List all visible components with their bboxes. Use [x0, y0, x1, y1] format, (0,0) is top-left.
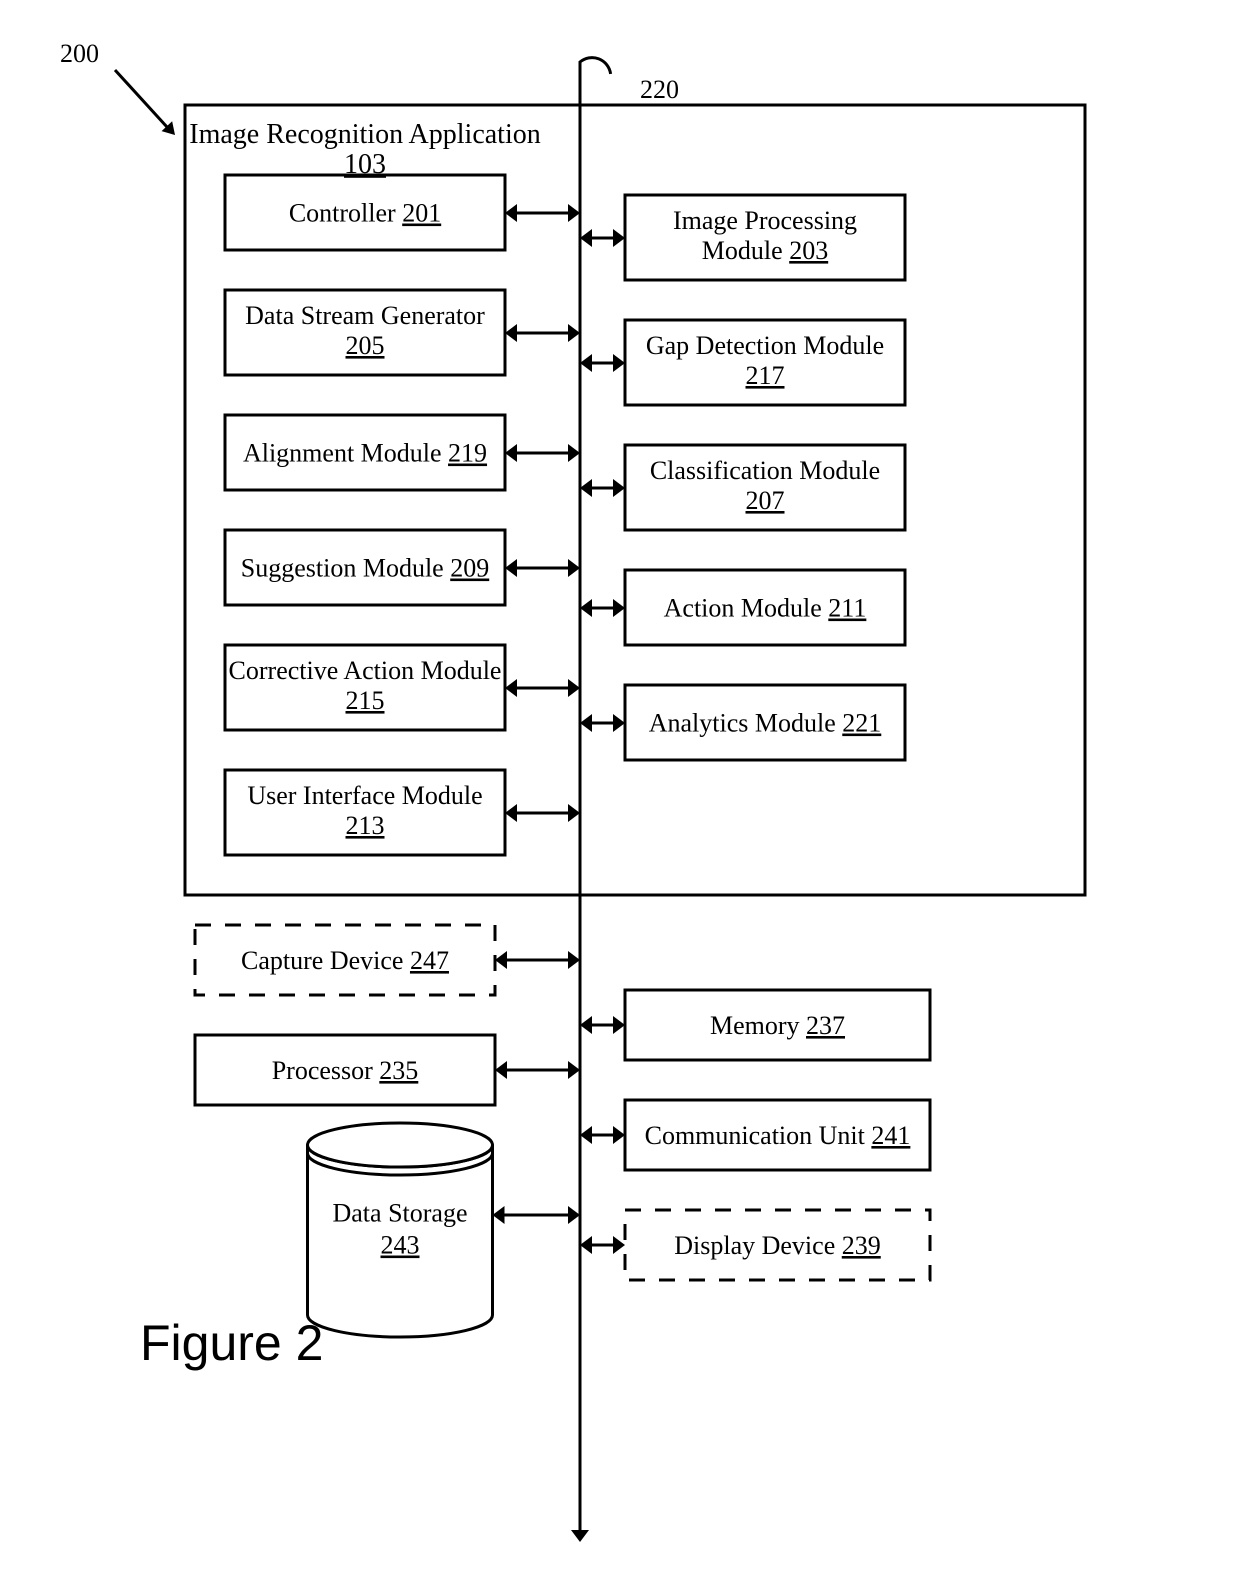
svg-text:Capture Device 247: Capture Device 247 — [241, 946, 449, 975]
svg-text:Alignment Module 219: Alignment Module 219 — [243, 439, 487, 468]
svg-text:215: 215 — [346, 686, 385, 715]
svg-text:243: 243 — [381, 1231, 420, 1260]
svg-text:205: 205 — [346, 331, 385, 360]
svg-text:220: 220 — [640, 75, 679, 104]
svg-text:Gap Detection Module: Gap Detection Module — [646, 331, 884, 360]
figure-label: Figure 2 — [140, 1315, 323, 1371]
svg-text:Corrective Action Module: Corrective Action Module — [229, 656, 502, 685]
svg-text:Analytics Module 221: Analytics Module 221 — [649, 709, 882, 738]
svg-text:Module 203: Module 203 — [702, 236, 828, 265]
svg-text:Image Processing: Image Processing — [673, 206, 857, 235]
svg-text:Processor 235: Processor 235 — [272, 1056, 419, 1085]
svg-text:207: 207 — [746, 486, 785, 515]
svg-text:Action Module 211: Action Module 211 — [664, 594, 867, 623]
svg-text:217: 217 — [746, 361, 785, 390]
svg-text:Data Storage: Data Storage — [332, 1199, 467, 1228]
svg-text:Memory 237: Memory 237 — [710, 1011, 845, 1040]
svg-text:Controller 201: Controller 201 — [289, 199, 441, 228]
svg-text:Suggestion Module 209: Suggestion Module 209 — [241, 554, 489, 583]
svg-text:200: 200 — [60, 39, 99, 68]
svg-text:Image Recognition Application: Image Recognition Application — [189, 119, 540, 150]
svg-text:213: 213 — [346, 811, 385, 840]
svg-text:Display Device 239: Display Device 239 — [674, 1231, 881, 1260]
svg-text:Data Stream Generator: Data Stream Generator — [245, 301, 485, 330]
svg-text:Classification Module: Classification Module — [650, 456, 880, 485]
svg-text:User Interface Module: User Interface Module — [247, 781, 482, 810]
svg-text:Communication Unit 241: Communication Unit 241 — [645, 1121, 911, 1150]
